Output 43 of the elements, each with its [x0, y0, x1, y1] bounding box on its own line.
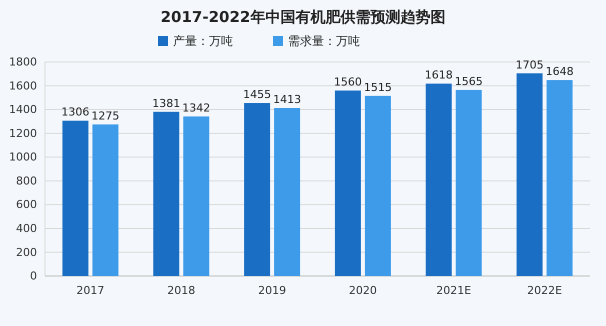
x-tick-label: 2019	[258, 284, 286, 297]
data-label: 1413	[273, 93, 302, 106]
bar	[92, 124, 118, 276]
bar	[274, 108, 300, 276]
x-tick-label: 2020	[348, 284, 377, 297]
x-tick-label: 2022E	[527, 284, 562, 297]
y-tick-label: 400	[16, 222, 37, 235]
x-tick-label: 2021E	[436, 284, 472, 297]
data-label: 1560	[334, 76, 362, 89]
bar	[546, 80, 573, 276]
y-tick-label: 1600	[9, 79, 37, 92]
data-label: 1306	[61, 106, 90, 119]
x-tick-label: 2017	[76, 284, 104, 297]
legend-label: 产量：万吨	[173, 34, 233, 48]
y-tick-label: 200	[16, 246, 37, 259]
y-tick-label: 1400	[9, 103, 37, 116]
bar	[62, 120, 88, 276]
x-tick-label: 2018	[167, 284, 196, 297]
bar	[244, 103, 270, 276]
data-label: 1515	[364, 80, 392, 94]
bar	[334, 90, 361, 276]
bar	[426, 84, 452, 276]
data-label: 1275	[91, 109, 120, 122]
data-label: 1342	[182, 101, 210, 114]
y-tick-label: 800	[16, 174, 37, 188]
y-tick-label: 0	[30, 270, 37, 283]
bar	[364, 96, 391, 276]
legend-label: 需求量：万吨	[288, 34, 360, 48]
chart-title: 2017-2022年中国有机肥供需预测趋势图	[160, 8, 446, 26]
data-label: 1565	[454, 74, 483, 88]
bar	[516, 73, 543, 276]
bar	[183, 116, 210, 276]
y-tick-label: 1200	[9, 126, 37, 140]
data-label: 1618	[424, 68, 453, 82]
bar	[153, 112, 180, 276]
bar	[456, 90, 482, 276]
data-label: 1648	[546, 65, 574, 78]
y-tick-label: 1000	[9, 150, 37, 164]
data-label: 1381	[152, 96, 180, 110]
y-tick-label: 1800	[9, 56, 37, 69]
data-label: 1455	[243, 88, 272, 102]
y-tick-label: 600	[16, 198, 37, 212]
data-label: 1705	[516, 58, 544, 72]
